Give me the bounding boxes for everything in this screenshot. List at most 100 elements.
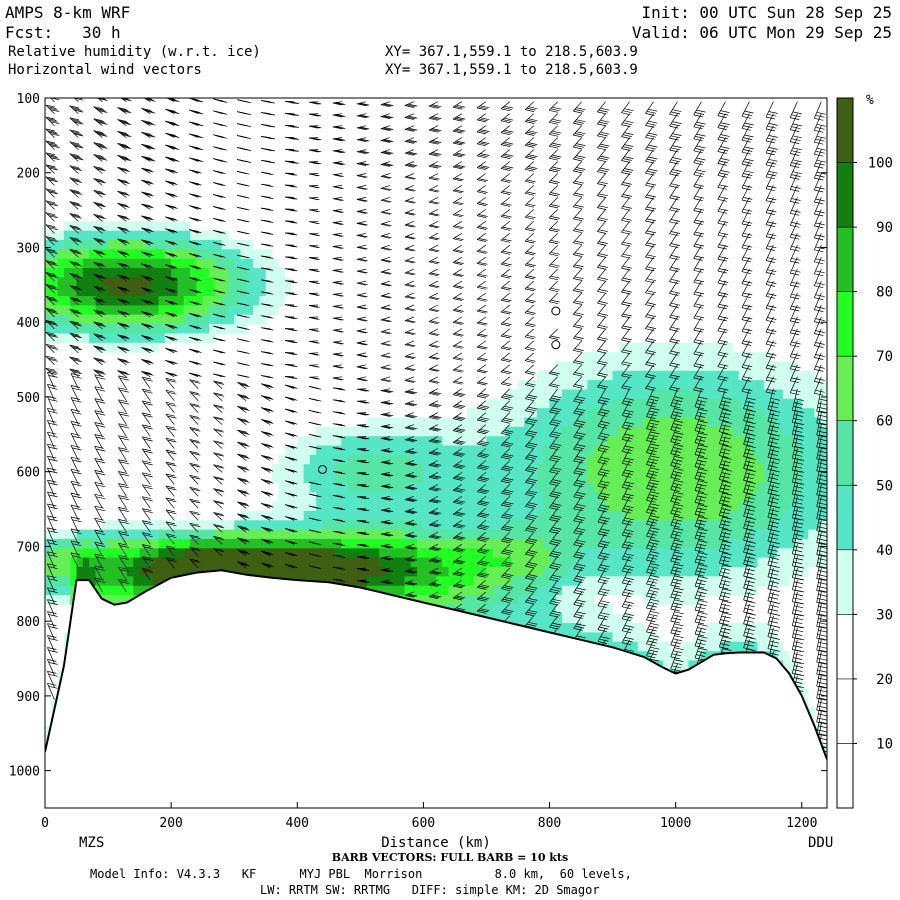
rh-cell (309, 557, 317, 568)
wind-barb (141, 424, 151, 437)
rh-cell (448, 482, 456, 493)
rh-cell (530, 492, 538, 503)
rh-cell (215, 296, 223, 306)
rh-cell (763, 557, 771, 568)
rh-cell (732, 454, 740, 465)
rh-cell (763, 576, 771, 587)
rh-cell (51, 240, 59, 250)
barb-flag (240, 327, 250, 330)
barb-flag (288, 352, 298, 355)
barb-flag (48, 311, 59, 314)
rh-cell (448, 501, 456, 512)
rh-cell (801, 529, 809, 540)
barb-flag (119, 239, 129, 243)
rh-cell (726, 632, 733, 643)
rh-cell (70, 240, 78, 250)
rh-cell (637, 454, 645, 465)
rh-cell (57, 567, 65, 577)
barb-flag (69, 201, 79, 204)
barb-flag (356, 199, 366, 202)
rh-cell (713, 623, 721, 633)
wind-barb (45, 212, 55, 222)
rh-cell (454, 473, 462, 484)
rh-cell (669, 510, 677, 521)
rh-cell (101, 557, 109, 568)
rh-cell (763, 538, 771, 549)
rh-cell (776, 380, 784, 390)
rh-cell (751, 454, 759, 465)
rh-cell (152, 333, 160, 344)
barb-flag (72, 459, 82, 463)
rh-cell (637, 398, 645, 409)
rh-cell (745, 436, 752, 447)
rh-cell (757, 417, 765, 428)
rh-cell (164, 557, 172, 568)
barb-flag (358, 127, 368, 130)
rh-cell (814, 510, 822, 521)
barb-flag (238, 395, 248, 398)
wind-barb (261, 455, 271, 461)
barb-flag (142, 204, 153, 208)
rh-cell (467, 520, 475, 531)
rh-cell (530, 389, 538, 400)
barb-flag (71, 346, 81, 349)
rh-cell (789, 408, 797, 419)
rh-cell (410, 567, 418, 577)
rh-cell (663, 426, 670, 437)
barb-flag (308, 101, 319, 105)
barb-flag (69, 129, 79, 133)
barb-flag (70, 421, 81, 424)
rh-cell (196, 529, 204, 540)
wind-barb (165, 390, 175, 401)
rh-cell (656, 417, 664, 428)
rh-cell (795, 482, 803, 493)
rh-cell (89, 567, 96, 577)
rh-cell (625, 538, 633, 549)
rh-cell (152, 258, 160, 269)
rh-cell (379, 436, 387, 447)
rh-cell (227, 240, 235, 250)
rh-cell (492, 520, 500, 531)
rh-cell (625, 520, 633, 531)
rh-cell (196, 314, 204, 325)
rh-cell (467, 538, 475, 549)
rh-cell (587, 538, 595, 549)
wind-barb (141, 484, 151, 497)
rh-cell (70, 576, 78, 587)
rh-cell (486, 595, 494, 605)
rh-cell (309, 464, 317, 475)
rh-cell (770, 482, 778, 493)
rh-cell (70, 567, 78, 577)
rh-cell (732, 473, 740, 484)
rh-cell (814, 464, 822, 475)
rh-cell (335, 482, 342, 493)
barb-flag (143, 546, 153, 549)
rh-cell (423, 567, 431, 577)
rh-cell (347, 464, 355, 475)
rh-cell (574, 398, 582, 409)
barb-flag (117, 262, 127, 266)
rh-cell (530, 436, 538, 447)
wind-barb (261, 550, 271, 557)
rh-cell (499, 557, 506, 568)
rh-cell (808, 408, 815, 419)
rh-cell (581, 370, 588, 381)
rh-cell (776, 370, 784, 381)
barb-flag (50, 145, 60, 148)
rh-cell (164, 305, 172, 316)
rh-cell (297, 538, 305, 549)
rh-cell (713, 426, 721, 437)
wind-barb (189, 558, 199, 569)
rh-cell (202, 529, 210, 540)
rh-cell (177, 324, 185, 334)
barb-flag (165, 312, 175, 315)
wind-barb (356, 280, 367, 284)
wind-barb (45, 152, 55, 162)
rh-cell (63, 221, 71, 232)
rh-cell (265, 258, 273, 269)
wind-barb (69, 249, 79, 258)
rh-cell (713, 342, 721, 353)
barb-flag (240, 551, 250, 555)
barb-flag (192, 338, 202, 341)
barb-flag (168, 325, 178, 329)
